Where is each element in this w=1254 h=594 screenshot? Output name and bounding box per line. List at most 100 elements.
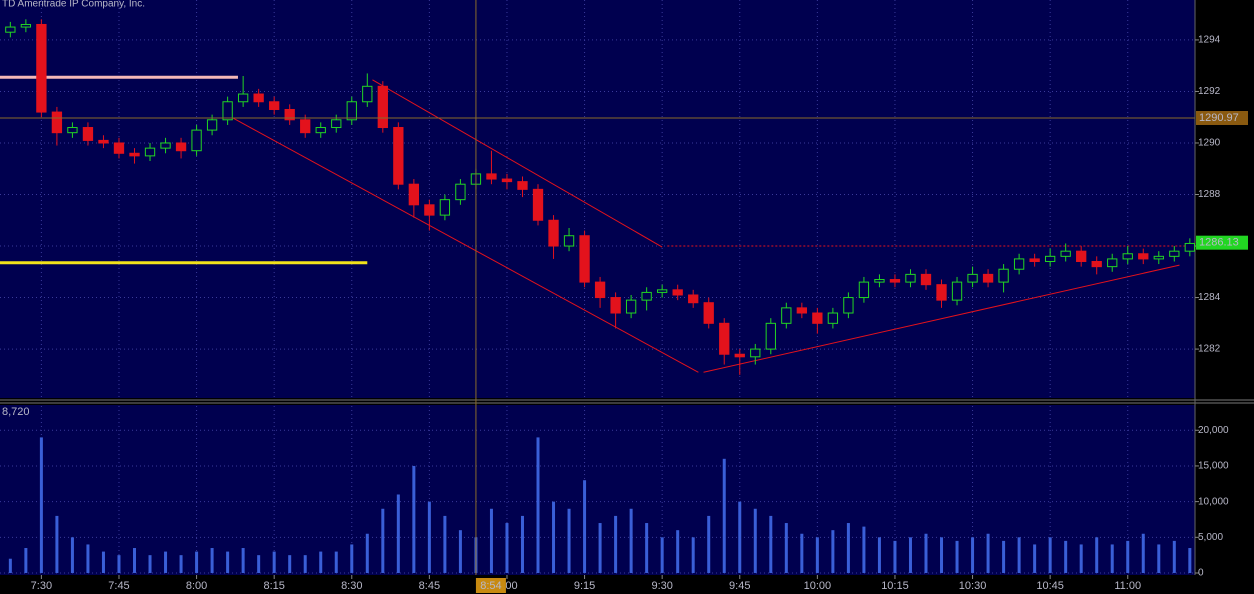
volume-bar [753, 508, 757, 573]
candle-body [688, 294, 699, 304]
candle-body [377, 85, 388, 129]
volume-bar [1172, 540, 1176, 573]
y-tick-label: 1288 [1198, 189, 1221, 200]
volume-bar [179, 555, 183, 573]
y-tick-label: 1290 [1198, 138, 1221, 149]
candle-body [827, 312, 839, 324]
volume-bar [443, 515, 447, 573]
y2-tick-label: 20,000 [1198, 425, 1229, 436]
candle-body [67, 127, 78, 134]
x-tick-label: 8:45 [419, 580, 440, 592]
candle-body [362, 85, 373, 103]
volume-bar [955, 540, 959, 573]
candle-body [641, 291, 652, 301]
candle-body [843, 297, 854, 314]
candle-body [719, 322, 730, 355]
candle-body [1107, 258, 1118, 268]
candle-body [315, 127, 326, 134]
candle-body [501, 178, 513, 183]
y-tick-label: 1292 [1198, 86, 1221, 97]
candle-body [191, 129, 202, 152]
y2-tick-label: 10,000 [1198, 496, 1229, 507]
candle-body [486, 173, 497, 180]
volume-bar [226, 551, 230, 573]
candle-body [781, 307, 792, 324]
volume-bar [117, 555, 121, 573]
volume-bar [676, 530, 680, 573]
candle-body [206, 119, 218, 131]
chart-title: TD Ameritrade IP Company, Inc. [2, 0, 145, 10]
volume-bar [505, 523, 509, 573]
candle-body [393, 127, 404, 185]
last-price-box [1196, 235, 1248, 250]
crosshair-price-box [1196, 110, 1248, 125]
volume-panel [0, 405, 1195, 575]
candle-body [625, 299, 637, 314]
volume-bar [815, 537, 819, 573]
volume-bar [660, 537, 664, 573]
candle-body [1153, 255, 1164, 260]
crosshair-price-label: 1290.97 [1199, 112, 1239, 124]
volume-bar [148, 555, 152, 573]
price-panel [0, 0, 1195, 398]
candle-body [1013, 258, 1025, 270]
x-tick-label: 9:15 [574, 580, 595, 592]
candle-body [703, 302, 714, 324]
candle-body [331, 119, 342, 129]
volume-bar [319, 551, 323, 573]
volume-bar [629, 508, 633, 573]
volume-bar [381, 508, 385, 573]
candle-body [144, 147, 156, 157]
candle-body [796, 307, 807, 314]
candle-body [889, 279, 901, 283]
volume-bar [971, 537, 975, 573]
volume-bar [1110, 544, 1114, 573]
candle-body [51, 111, 63, 134]
candle-body [563, 235, 575, 247]
volume-bar [862, 526, 866, 573]
candle-body [284, 108, 295, 121]
candle-body [36, 23, 47, 113]
x-tick-label: 8:00 [186, 580, 207, 592]
volume-bar [784, 523, 788, 573]
candle-body [750, 348, 761, 358]
volume-bar [831, 530, 835, 573]
volume-bar [1188, 548, 1192, 573]
candle-body [346, 101, 357, 121]
volume-bar [1033, 544, 1037, 573]
candle-body [532, 188, 544, 221]
volume-bar [598, 523, 602, 573]
y-tick-label: 1294 [1198, 35, 1221, 46]
candle-body [160, 142, 171, 149]
volume-bar [24, 548, 28, 573]
x-tick-label: 10:45 [1036, 580, 1064, 592]
volume-bar [195, 551, 199, 573]
volume-bar [334, 551, 338, 573]
candle-body [222, 101, 233, 121]
candle-body [424, 204, 435, 216]
candle-body [1184, 242, 1195, 252]
volume-bar [940, 537, 944, 573]
volume-bar [1141, 533, 1145, 573]
volume-bar [800, 533, 804, 573]
volume-bar [583, 480, 587, 573]
volume-bar [645, 523, 649, 573]
candle-body [765, 322, 776, 350]
volume-bar [552, 501, 556, 573]
volume-bar [350, 544, 354, 573]
volume-bar [365, 533, 369, 573]
volume-label: 8,720 [2, 406, 30, 418]
candle-body [1122, 253, 1133, 260]
candle-body [874, 279, 885, 283]
x-tick-label: 7:45 [108, 580, 129, 592]
x-tick-label: 9:30 [651, 580, 672, 592]
candle-body [920, 273, 932, 286]
y2-tick-label: 0 [1198, 568, 1204, 579]
candle-body [98, 139, 109, 144]
volume-bar [567, 508, 571, 573]
last-price-label: 1286.13 [1199, 237, 1239, 249]
candle-body [300, 119, 311, 134]
candle-body [1060, 250, 1071, 257]
volume-bar [738, 501, 742, 573]
